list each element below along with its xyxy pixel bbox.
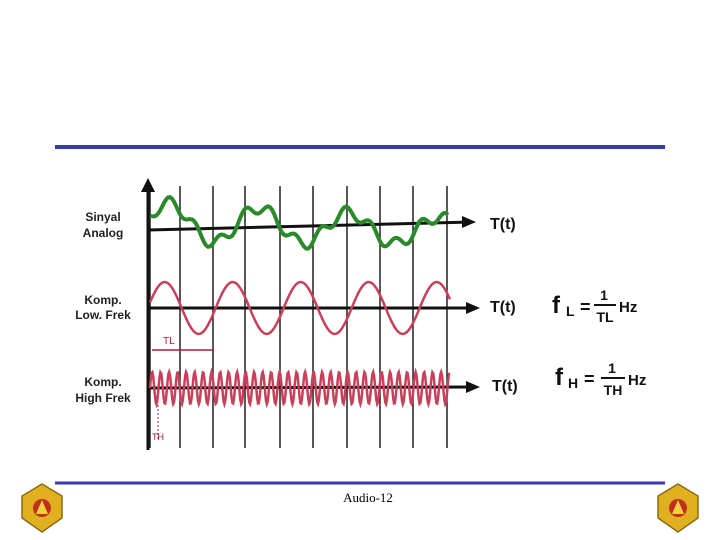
- row-label: Analog: [83, 226, 124, 240]
- period-label: TH: [152, 432, 164, 442]
- period-label: TL: [163, 336, 175, 347]
- formula-unit: Hz: [628, 372, 646, 389]
- formula-num: 1: [600, 287, 608, 303]
- axis-label: T(t): [490, 299, 516, 316]
- arrow: [466, 381, 480, 393]
- axis-label: T(t): [490, 216, 516, 233]
- low-wave: [148, 280, 452, 336]
- formula-symbol: f: [555, 364, 564, 391]
- logo: [657, 483, 699, 533]
- high-wave: [148, 367, 451, 409]
- formula-eq: =: [584, 369, 595, 389]
- formula-den: TL: [596, 309, 614, 325]
- row-label: Sinyal: [85, 210, 120, 224]
- row-label: Komp.: [84, 293, 121, 307]
- row-label: Komp.: [84, 375, 121, 389]
- arrow: [462, 216, 476, 228]
- formula-sub: H: [568, 375, 578, 391]
- row-label: Low. Frek: [75, 308, 131, 322]
- logo: [21, 483, 63, 533]
- formula: f L = 1 TL Hz: [552, 287, 637, 325]
- diagram: [141, 178, 480, 450]
- formula-sub: L: [566, 303, 575, 319]
- formula-num: 1: [608, 360, 616, 376]
- arrow: [466, 302, 480, 314]
- arrow: [141, 178, 155, 192]
- formula-symbol: f: [552, 292, 561, 319]
- axis-label: T(t): [492, 378, 518, 395]
- formula-unit: Hz: [619, 299, 637, 316]
- footer: Audio-12: [343, 490, 393, 505]
- row-label: High Frek: [75, 391, 131, 405]
- analog-wave: [149, 194, 450, 251]
- formula: f H = 1 TH Hz: [555, 360, 646, 398]
- formula-den: TH: [604, 382, 623, 398]
- formula-eq: =: [580, 297, 591, 317]
